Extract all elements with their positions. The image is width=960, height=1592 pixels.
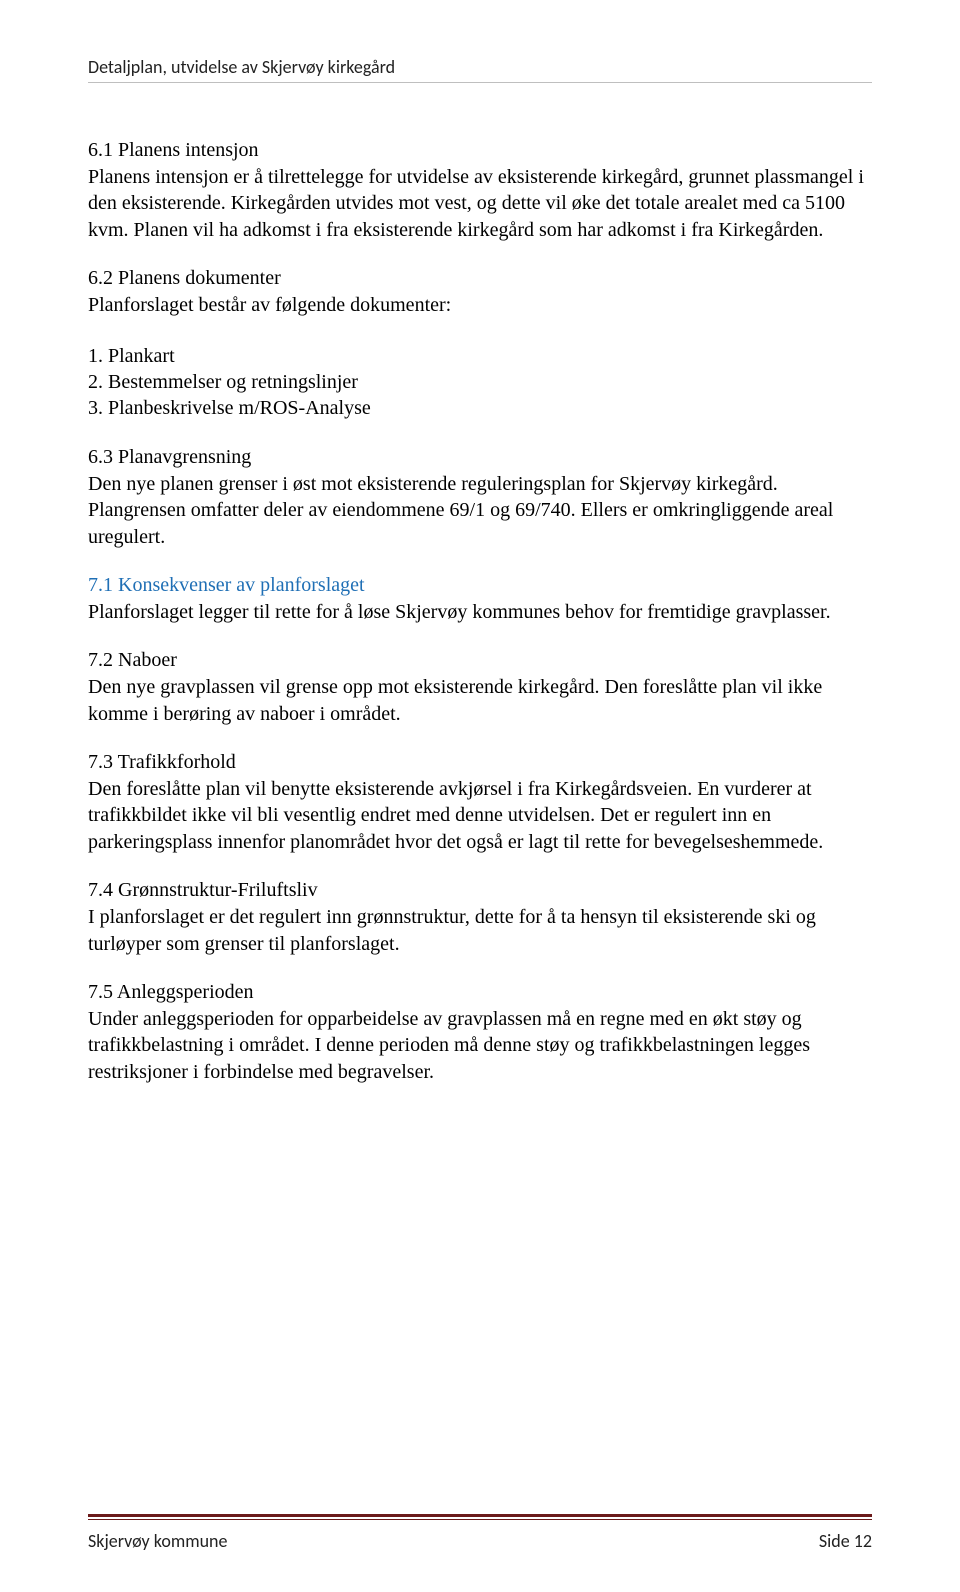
- heading-6-3: 6.3 Planavgrensning: [88, 446, 872, 469]
- footer-line: Skjervøy kommune Side 12: [88, 1530, 872, 1552]
- section-6-3: 6.3 Planavgrensning Den nye planen grens…: [88, 446, 872, 550]
- document-list: 1. Plankart 2. Bestemmelser og retningsl…: [88, 343, 872, 422]
- para-7-4: I planforslaget er det regulert inn grøn…: [88, 904, 872, 957]
- footer-rule-thick: [88, 1514, 872, 1517]
- para-7-5: Under anleggsperioden for opparbeidelse …: [88, 1006, 872, 1085]
- section-6-1: 6.1 Planens intensjon Planens intensjon …: [88, 139, 872, 243]
- section-7-5: 7.5 Anleggsperioden Under anleggsperiode…: [88, 981, 872, 1085]
- para-7-3: Den foreslåtte plan vil benytte eksister…: [88, 776, 872, 855]
- list-item: 3. Planbeskrivelse m/ROS-Analyse: [88, 395, 872, 421]
- page-footer: Skjervøy kommune Side 12: [88, 1514, 872, 1552]
- heading-7-3: 7.3 Trafikkforhold: [88, 751, 872, 774]
- heading-6-2: 6.2 Planens dokumenter: [88, 267, 872, 290]
- footer-right: Side 12: [819, 1530, 872, 1552]
- document-page: Detaljplan, utvidelse av Skjervøy kirkeg…: [0, 0, 960, 1592]
- para-7-2: Den nye gravplassen vil grense opp mot e…: [88, 674, 872, 727]
- spacer: [88, 319, 872, 343]
- footer-left: Skjervøy kommune: [88, 1530, 227, 1552]
- page-header-title: Detaljplan, utvidelse av Skjervøy kirkeg…: [88, 56, 872, 78]
- header-divider: [88, 82, 872, 83]
- section-7-3: 7.3 Trafikkforhold Den foreslåtte plan v…: [88, 751, 872, 855]
- heading-7-2: 7.2 Naboer: [88, 649, 872, 672]
- footer-rule-thin: [88, 1519, 872, 1520]
- heading-7-1: 7.1 Konsekvenser av planforslaget: [88, 574, 872, 597]
- intro-6-2: Planforslaget består av følgende dokumen…: [88, 292, 872, 318]
- heading-6-1: 6.1 Planens intensjon: [88, 139, 872, 162]
- para-6-1: Planens intensjon er å tilrettelegge for…: [88, 164, 872, 243]
- heading-7-5: 7.5 Anleggsperioden: [88, 981, 872, 1004]
- list-item: 2. Bestemmelser og retningslinjer: [88, 369, 872, 395]
- section-7-1: 7.1 Konsekvenser av planforslaget Planfo…: [88, 574, 872, 625]
- list-item: 1. Plankart: [88, 343, 872, 369]
- section-6-2: 6.2 Planens dokumenter Planforslaget bes…: [88, 267, 872, 422]
- section-7-4: 7.4 Grønnstruktur-Friluftsliv I planfors…: [88, 879, 872, 957]
- section-7-2: 7.2 Naboer Den nye gravplassen vil grens…: [88, 649, 872, 727]
- heading-7-4: 7.4 Grønnstruktur-Friluftsliv: [88, 879, 872, 902]
- para-6-3: Den nye planen grenser i øst mot eksiste…: [88, 471, 872, 550]
- para-7-1: Planforslaget legger til rette for å løs…: [88, 599, 872, 625]
